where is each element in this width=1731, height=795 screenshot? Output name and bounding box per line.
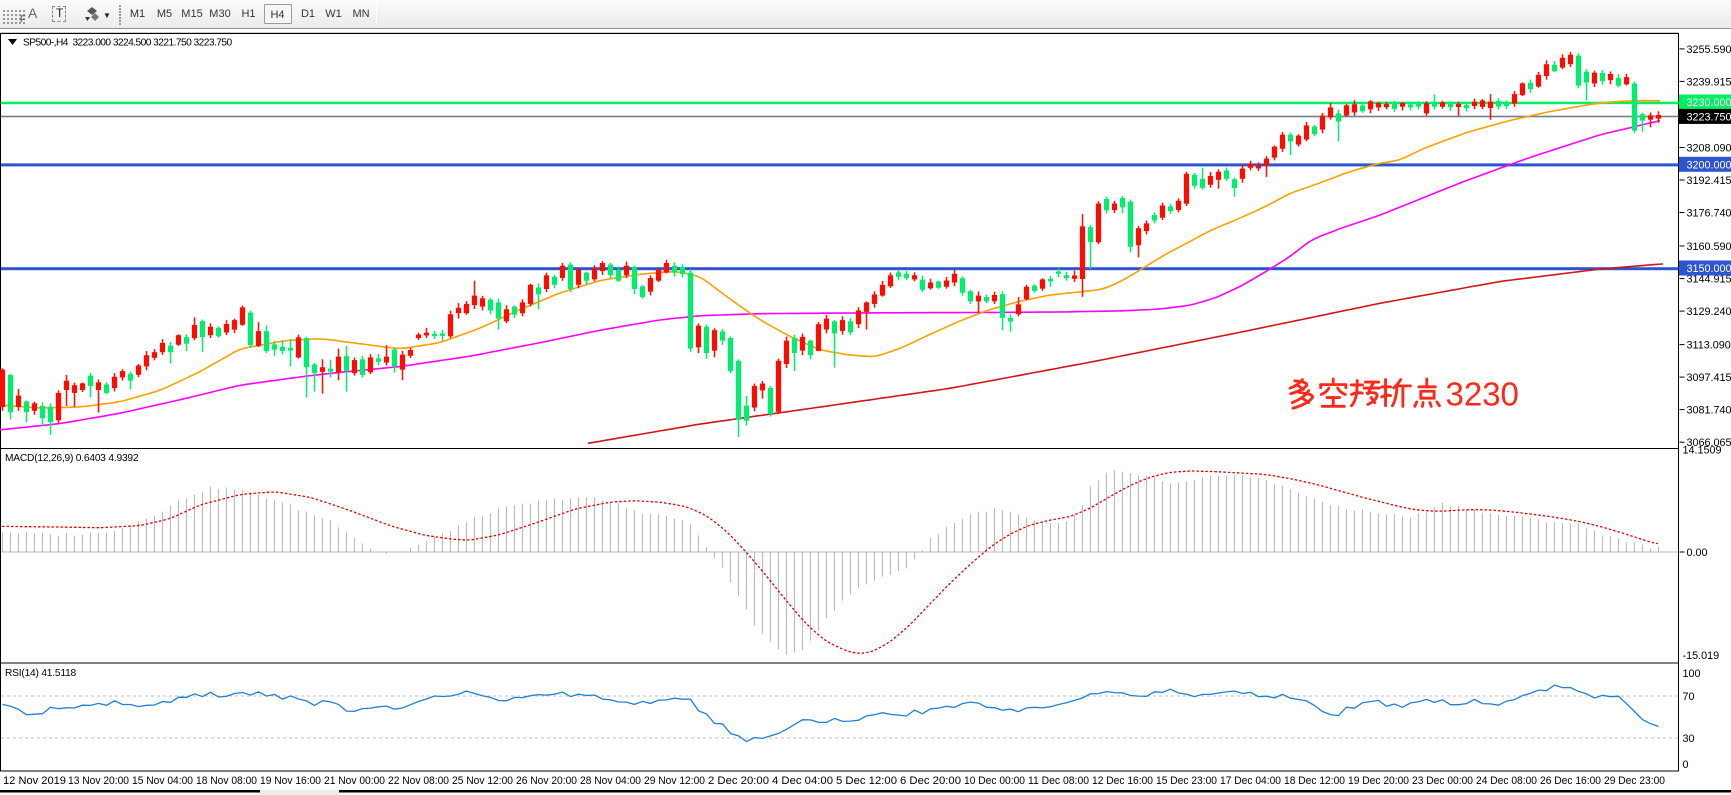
svg-text:3081.740: 3081.740 (1687, 405, 1731, 417)
svg-text:3230: 3230 (1446, 376, 1519, 413)
svg-text:23 Dec 00:00: 23 Dec 00:00 (1412, 775, 1473, 787)
svg-text:26 Nov 20:00: 26 Nov 20:00 (516, 775, 577, 787)
svg-text:RSI(14) 41.5118: RSI(14) 41.5118 (5, 668, 77, 679)
svg-text:29 Dec 23:00: 29 Dec 23:00 (1604, 775, 1665, 787)
svg-text:17 Dec 04:00: 17 Dec 04:00 (1220, 775, 1281, 787)
svg-text:24 Dec 08:00: 24 Dec 08:00 (1476, 775, 1537, 787)
svg-text:3200.000: 3200.000 (1687, 159, 1731, 171)
svg-text:15 Dec 23:00: 15 Dec 23:00 (1156, 775, 1217, 787)
svg-text:SP500-,H4 3223.000 3224.500 3: SP500-,H4 3223.000 3224.500 3221.750 322… (23, 38, 233, 49)
svg-text:3239.915: 3239.915 (1687, 76, 1731, 88)
svg-text:12 Dec 16:00: 12 Dec 16:00 (1092, 775, 1153, 787)
svg-text:18 Nov 08:00: 18 Nov 08:00 (196, 775, 257, 787)
svg-text:26 Dec 16:00: 26 Dec 16:00 (1540, 775, 1601, 787)
svg-text:3097.415: 3097.415 (1687, 372, 1731, 384)
svg-text:12 Nov 2019: 12 Nov 2019 (3, 775, 66, 787)
svg-text:13 Nov 20:00: 13 Nov 20:00 (68, 775, 129, 787)
svg-text:3113.090: 3113.090 (1687, 340, 1731, 352)
svg-text:22 Nov 08:00: 22 Nov 08:00 (388, 775, 449, 787)
svg-text:18 Dec 12:00: 18 Dec 12:00 (1284, 775, 1345, 787)
svg-text:3230.000: 3230.000 (1687, 97, 1731, 109)
svg-text:0.00: 0.00 (1687, 547, 1708, 559)
svg-text:-15.019: -15.019 (1683, 650, 1720, 662)
svg-text:3144.915: 3144.915 (1687, 274, 1731, 286)
svg-text:3255.590: 3255.590 (1687, 44, 1731, 56)
svg-text:14.1509: 14.1509 (1683, 445, 1722, 457)
svg-text:3066.065: 3066.065 (1687, 437, 1731, 449)
svg-text:29 Nov 12:00: 29 Nov 12:00 (644, 775, 705, 787)
svg-text:11 Dec 08:00: 11 Dec 08:00 (1028, 775, 1089, 787)
svg-text:5 Dec 12:00: 5 Dec 12:00 (836, 775, 897, 787)
svg-text:3150.000: 3150.000 (1687, 263, 1731, 275)
svg-text:15 Nov 04:00: 15 Nov 04:00 (132, 775, 193, 787)
svg-text:70: 70 (1683, 691, 1695, 703)
svg-text:21 Nov 00:00: 21 Nov 00:00 (324, 775, 385, 787)
svg-text:100: 100 (1683, 668, 1701, 680)
svg-text:3129.240: 3129.240 (1687, 306, 1731, 318)
svg-text:3176.740: 3176.740 (1687, 208, 1731, 220)
svg-text:3208.090: 3208.090 (1687, 142, 1731, 154)
svg-text:25 Nov 12:00: 25 Nov 12:00 (452, 775, 513, 787)
svg-text:3192.415: 3192.415 (1687, 175, 1731, 187)
svg-text:2 Dec 20:00: 2 Dec 20:00 (708, 775, 769, 787)
svg-text:28 Nov 04:00: 28 Nov 04:00 (580, 775, 641, 787)
svg-text:19 Dec 20:00: 19 Dec 20:00 (1348, 775, 1409, 787)
svg-text:19 Nov 16:00: 19 Nov 16:00 (260, 775, 321, 787)
svg-text:MACD(12,26,9) 0.6403 4.9392: MACD(12,26,9) 0.6403 4.9392 (5, 453, 139, 464)
svg-text:0: 0 (1683, 759, 1689, 771)
svg-text:30: 30 (1683, 733, 1695, 745)
svg-text:10 Dec 00:00: 10 Dec 00:00 (964, 775, 1025, 787)
svg-text:6 Dec 20:00: 6 Dec 20:00 (900, 775, 961, 787)
svg-text:3160.590: 3160.590 (1687, 241, 1731, 253)
svg-text:4 Dec 04:00: 4 Dec 04:00 (772, 775, 833, 787)
svg-text:3223.750: 3223.750 (1687, 111, 1731, 123)
